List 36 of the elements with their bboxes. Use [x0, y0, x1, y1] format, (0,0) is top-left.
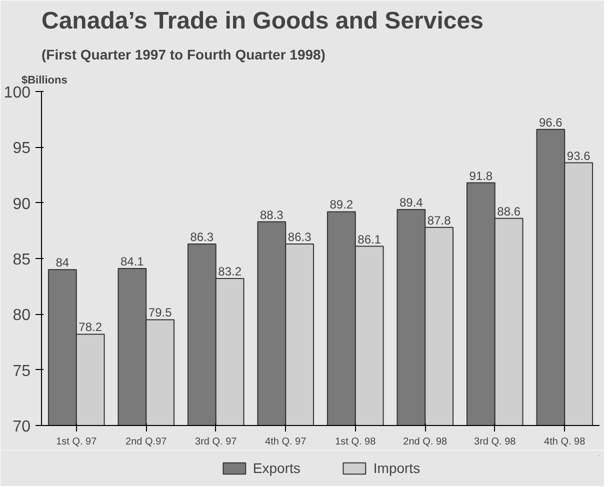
y-tick-label: 100 — [4, 84, 31, 102]
data-label: 83.2 — [218, 264, 242, 279]
legend-label: Imports — [373, 460, 420, 476]
chart-subtitle: (First Quarter 1997 to Fourth Quarter 1998) — [42, 46, 326, 62]
y-tick-label: 95 — [12, 140, 31, 158]
x-tick-label: 3rd Q. 98 — [474, 436, 516, 448]
data-label: 79.5 — [148, 306, 172, 320]
chart-title: Canada’s Trade in Goods and Services — [42, 8, 484, 34]
data-label: 84.1 — [120, 254, 144, 269]
y-tick-label: 85 — [12, 252, 31, 268]
x-tick-label: 4th Q. 98 — [544, 436, 586, 448]
data-label: 86.3 — [190, 230, 214, 244]
x-tick-label: 2nd Q.97 — [126, 436, 168, 448]
data-label: 86.1 — [358, 232, 382, 246]
data-label: 84 — [56, 256, 70, 270]
x-tick-label: 1st Q. 97 — [56, 436, 98, 448]
x-tick-label: 1st Q. 98 — [335, 436, 376, 448]
y-tick-label: 90 — [12, 196, 31, 213]
x-tick-label: 3rd Q. 97 — [195, 436, 238, 448]
y-tick-label: 70 — [12, 418, 31, 436]
data-label: 88.6 — [497, 204, 521, 218]
data-label: 89.2 — [330, 198, 354, 212]
data-label: 91.8 — [469, 168, 493, 183]
data-label: 86.3 — [288, 230, 312, 244]
legend-label: Exports — [252, 460, 300, 476]
data-label: 96.6 — [538, 115, 563, 130]
x-tick-label: 2nd Q. 98 — [403, 436, 448, 448]
data-label: 87.8 — [427, 213, 452, 228]
data-label: 88.3 — [260, 208, 284, 222]
x-tick-label: 4th Q. 97 — [265, 436, 307, 448]
data-label: 93.6 — [566, 148, 591, 163]
data-label: 89.4 — [399, 196, 424, 210]
y-axis-title: $Billions — [22, 74, 68, 86]
data-label: 78.2 — [78, 320, 102, 334]
y-tick-label: 75 — [12, 362, 31, 380]
y-tick-label: 80 — [12, 307, 31, 324]
